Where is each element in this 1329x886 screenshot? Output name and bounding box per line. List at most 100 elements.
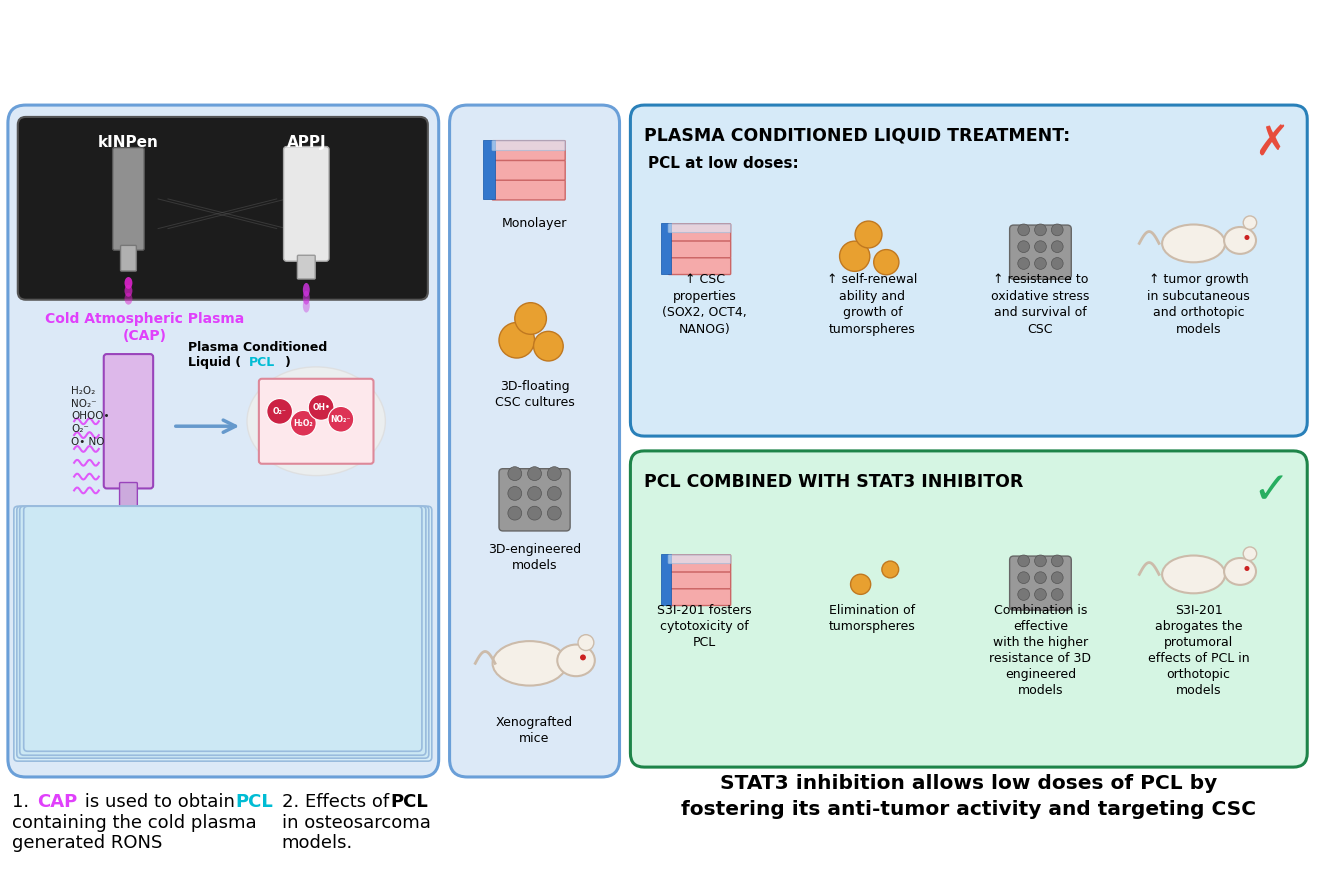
FancyBboxPatch shape xyxy=(668,224,731,232)
Circle shape xyxy=(1243,547,1257,560)
Text: ↑ self-renewal
ability and
growth of
tumorspheres: ↑ self-renewal ability and growth of tum… xyxy=(827,273,917,336)
Text: Monolayer: Monolayer xyxy=(502,217,567,229)
Text: ✓: ✓ xyxy=(1252,469,1289,512)
Ellipse shape xyxy=(125,277,133,289)
Circle shape xyxy=(1243,216,1257,229)
Circle shape xyxy=(163,705,199,741)
FancyBboxPatch shape xyxy=(668,555,731,563)
Circle shape xyxy=(1034,258,1046,269)
FancyBboxPatch shape xyxy=(298,255,315,279)
Circle shape xyxy=(222,705,256,741)
Circle shape xyxy=(163,656,199,691)
Circle shape xyxy=(328,407,354,432)
Text: PCL: PCL xyxy=(391,793,428,811)
Circle shape xyxy=(498,323,534,358)
Circle shape xyxy=(336,606,372,641)
Text: O₂⁻: O₂⁻ xyxy=(272,407,287,416)
Ellipse shape xyxy=(303,299,310,313)
FancyBboxPatch shape xyxy=(492,141,565,151)
Circle shape xyxy=(528,506,541,520)
Ellipse shape xyxy=(1224,558,1256,585)
Text: ↑ tumor growth
in subcutaneous
and orthotopic
models: ↑ tumor growth in subcutaneous and ortho… xyxy=(1147,273,1249,336)
Ellipse shape xyxy=(303,291,310,305)
Text: 3D-floating
CSC cultures: 3D-floating CSC cultures xyxy=(494,380,574,408)
Ellipse shape xyxy=(1162,556,1225,594)
Text: Cold Atmospheric Plasma
(CAP): Cold Atmospheric Plasma (CAP) xyxy=(45,312,245,343)
FancyBboxPatch shape xyxy=(668,555,731,572)
Circle shape xyxy=(873,250,898,275)
Circle shape xyxy=(1034,224,1046,236)
FancyBboxPatch shape xyxy=(104,354,153,488)
Text: NO₂⁻: NO₂⁻ xyxy=(331,415,351,424)
Text: kINPen: kINPen xyxy=(98,135,159,150)
Text: OH•: OH• xyxy=(312,403,330,412)
Circle shape xyxy=(106,606,142,641)
Circle shape xyxy=(1018,224,1030,236)
Ellipse shape xyxy=(125,292,133,305)
Circle shape xyxy=(279,606,314,641)
Text: ✗: ✗ xyxy=(1255,123,1289,165)
FancyBboxPatch shape xyxy=(20,506,425,755)
FancyBboxPatch shape xyxy=(24,506,421,751)
Circle shape xyxy=(1034,588,1046,601)
Text: H₂O₂: H₂O₂ xyxy=(294,419,314,428)
Text: PCL: PCL xyxy=(235,793,272,811)
FancyBboxPatch shape xyxy=(17,117,428,299)
Circle shape xyxy=(279,556,314,592)
Text: PCL at low doses:: PCL at low doses: xyxy=(649,157,799,172)
Text: CAP: CAP xyxy=(37,793,78,811)
Text: ): ) xyxy=(284,356,291,369)
Circle shape xyxy=(106,705,142,741)
FancyBboxPatch shape xyxy=(13,506,432,761)
Circle shape xyxy=(106,656,142,691)
Circle shape xyxy=(851,574,870,595)
Circle shape xyxy=(514,303,546,334)
FancyBboxPatch shape xyxy=(259,379,373,463)
Circle shape xyxy=(1244,235,1249,240)
Circle shape xyxy=(336,556,372,592)
FancyBboxPatch shape xyxy=(449,105,619,777)
Circle shape xyxy=(1018,258,1030,269)
Circle shape xyxy=(279,656,314,691)
Circle shape xyxy=(1051,588,1063,601)
Circle shape xyxy=(855,222,882,248)
Circle shape xyxy=(508,486,522,501)
FancyBboxPatch shape xyxy=(668,258,731,275)
Text: in osteosarcoma: in osteosarcoma xyxy=(282,814,431,833)
Circle shape xyxy=(548,506,561,520)
Circle shape xyxy=(533,331,563,361)
Circle shape xyxy=(1244,566,1249,571)
Text: PCL: PCL xyxy=(249,356,275,369)
FancyBboxPatch shape xyxy=(668,571,731,588)
Circle shape xyxy=(1018,241,1030,253)
Text: STAT3 inhibition allows low doses of PCL by
fostering its anti-tumor activity an: STAT3 inhibition allows low doses of PCL… xyxy=(682,774,1256,820)
Ellipse shape xyxy=(1224,227,1256,254)
FancyBboxPatch shape xyxy=(283,146,330,261)
FancyArrowPatch shape xyxy=(175,420,235,432)
Bar xyxy=(661,223,671,274)
Circle shape xyxy=(49,656,85,691)
Circle shape xyxy=(49,606,85,641)
Circle shape xyxy=(548,486,561,501)
Text: Plasma Conditioned: Plasma Conditioned xyxy=(187,340,327,354)
Circle shape xyxy=(1034,241,1046,253)
Bar xyxy=(484,140,494,199)
FancyBboxPatch shape xyxy=(17,506,429,758)
FancyBboxPatch shape xyxy=(1010,225,1071,279)
Circle shape xyxy=(308,394,334,420)
Circle shape xyxy=(548,467,561,480)
Circle shape xyxy=(1018,588,1030,601)
Circle shape xyxy=(1051,258,1063,269)
FancyBboxPatch shape xyxy=(113,148,145,251)
Circle shape xyxy=(1018,571,1030,584)
Text: S3I-201
abrogates the
protumoral
effects of PCL in
orthotopic
models: S3I-201 abrogates the protumoral effects… xyxy=(1148,604,1249,697)
Ellipse shape xyxy=(125,285,133,297)
Circle shape xyxy=(882,561,898,578)
Text: Xenografted
mice: Xenografted mice xyxy=(496,716,573,745)
Text: 3D-engineered
models: 3D-engineered models xyxy=(488,543,581,571)
Circle shape xyxy=(508,506,522,520)
Circle shape xyxy=(49,556,85,592)
Circle shape xyxy=(508,467,522,480)
Circle shape xyxy=(336,705,372,741)
FancyBboxPatch shape xyxy=(492,160,565,180)
